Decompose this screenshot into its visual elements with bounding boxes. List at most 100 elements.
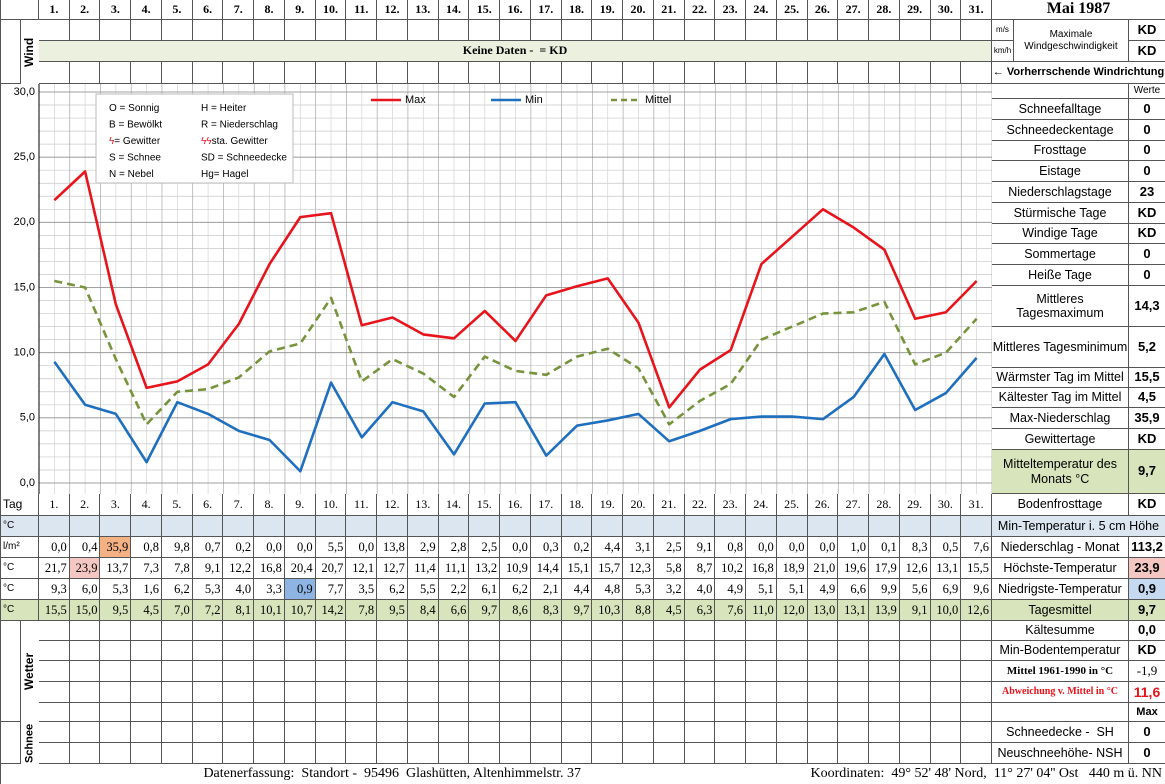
cell: [930, 722, 962, 743]
cell: [469, 703, 501, 722]
cell: [223, 722, 255, 743]
day-label: 29.: [899, 494, 931, 516]
day-header: 8.: [254, 0, 285, 20]
summary-label: Min-Temperatur i. 5 cm Höhe: [992, 516, 1165, 537]
table-value: 8,4: [407, 600, 439, 621]
cell: [623, 516, 654, 537]
cell: [961, 641, 992, 661]
y-tick-label: 5,0: [20, 412, 35, 424]
cell: [530, 20, 562, 41]
cell: [623, 743, 654, 764]
cell: [407, 641, 439, 661]
cell: [438, 621, 470, 641]
annotation-text: S = Schnee: [109, 152, 161, 163]
table-value: 9,3: [39, 579, 70, 600]
cell: [746, 722, 777, 743]
table-value: 4,9: [807, 579, 839, 600]
cell: [899, 703, 931, 722]
annotation-text: N = Nebel: [109, 169, 154, 180]
table-value: 10,3: [592, 600, 624, 621]
day-header: 21.: [653, 0, 685, 20]
cell: [715, 722, 747, 743]
cell: [192, 20, 224, 41]
table-value: 4,4: [592, 537, 624, 558]
cell: [69, 722, 101, 743]
table-value: 5,5: [315, 537, 347, 558]
legend-label: Mittel: [645, 94, 671, 106]
day-header: 10.: [315, 0, 347, 20]
table-value: 6,3: [684, 600, 716, 621]
cell: [223, 661, 255, 682]
table-value: 21,0: [807, 558, 839, 579]
cell: [315, 621, 347, 641]
cell: [961, 661, 992, 682]
cell: [530, 743, 562, 764]
summary-label: Neuschneehöhe- NSH: [992, 743, 1129, 764]
y-tick-label: 0,0: [20, 477, 35, 489]
unit-label: l/m²: [1, 537, 39, 558]
cell: [254, 722, 285, 743]
day-label: 31.: [961, 494, 992, 516]
table-value: 16,8: [254, 558, 285, 579]
unit-label: °C: [1, 558, 39, 579]
table-value: 0,8: [715, 537, 747, 558]
cell: [192, 661, 224, 682]
day-header: 12.: [377, 0, 408, 20]
cell: [592, 743, 624, 764]
day-label: 13.: [407, 494, 439, 516]
summary-label: Schneedecke - SH: [992, 722, 1129, 743]
table-value: 6,6: [438, 600, 470, 621]
cell: [623, 703, 654, 722]
summary-label: Min-Bodentemperatur: [992, 641, 1129, 661]
day-header: 18.: [561, 0, 593, 20]
stat-value: 0: [1129, 161, 1165, 182]
cell: [69, 703, 101, 722]
cell: [899, 20, 931, 41]
cell: [961, 516, 992, 537]
day-label: 1.: [39, 494, 70, 516]
cell: [254, 516, 285, 537]
cell: [592, 621, 624, 641]
table-value: 8,3: [899, 537, 931, 558]
cell: [561, 743, 593, 764]
day-header: 19.: [592, 0, 624, 20]
day-label: 26.: [807, 494, 839, 516]
cell: [746, 621, 777, 641]
table-value: 2,1: [530, 579, 562, 600]
table-value: 2,8: [438, 537, 470, 558]
series-line: [53, 170, 978, 409]
cell: [807, 661, 839, 682]
cell: [377, 621, 408, 641]
table-value: 12,7: [377, 558, 408, 579]
cell: [131, 516, 162, 537]
cell: [377, 682, 408, 703]
table-value: 19,6: [838, 558, 870, 579]
table-value: 7,2: [192, 600, 224, 621]
table-value: 2,2: [438, 579, 470, 600]
cell: [746, 703, 777, 722]
cell: [100, 641, 132, 661]
cell: [223, 682, 255, 703]
cell: [807, 703, 839, 722]
cell: [592, 516, 624, 537]
table-value: 16,8: [746, 558, 777, 579]
cell: [346, 20, 378, 41]
day-label: 15.: [469, 494, 501, 516]
cell: [161, 621, 193, 641]
table-value: 5,3: [100, 579, 132, 600]
legend-label: Max: [405, 94, 426, 106]
table-value: 7,7: [315, 579, 347, 600]
cell: [254, 641, 285, 661]
cell: [438, 682, 470, 703]
cell: [653, 641, 685, 661]
cell: [100, 516, 132, 537]
cell: [776, 641, 808, 661]
stat-value: 35,9: [1129, 408, 1165, 429]
table-value: 8,6: [500, 600, 531, 621]
stat-value: 0: [1129, 99, 1165, 120]
cell: [530, 661, 562, 682]
stat-label: Wärmster Tag im Mittel: [992, 368, 1129, 388]
cell: [776, 661, 808, 682]
cell: [992, 703, 1129, 722]
